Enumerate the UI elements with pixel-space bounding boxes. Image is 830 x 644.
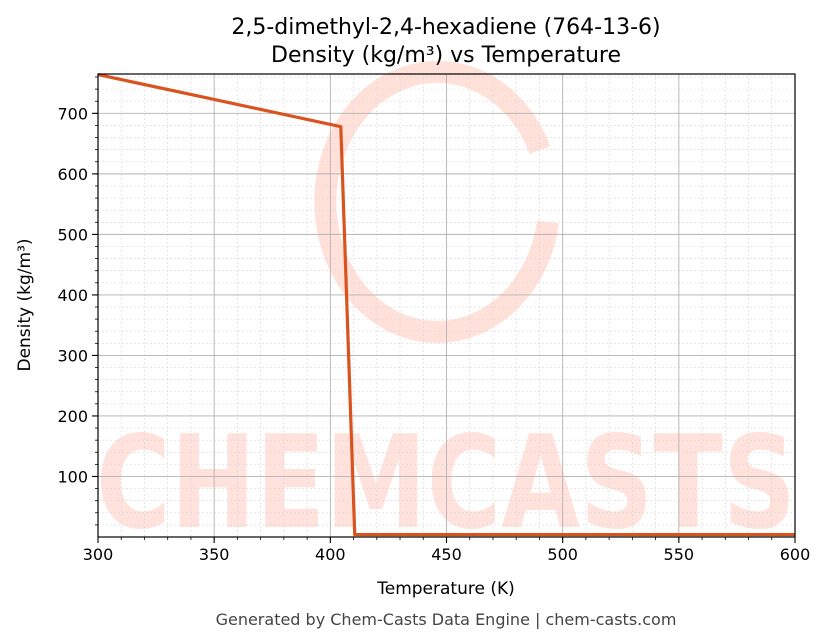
x-axis-label: Temperature (K) (376, 579, 515, 599)
y-tick-label: 200 (57, 407, 88, 426)
density-series-line (97, 73, 795, 537)
y-tick-label: 400 (57, 286, 88, 305)
y-tick-label: 100 (57, 467, 88, 486)
x-tick-label: 300 (83, 545, 114, 564)
watermark-logo-icon (314, 60, 559, 343)
y-axis-label: Density (kg/m³) (15, 238, 35, 371)
y-tick-label: 600 (57, 165, 88, 184)
plot-area (97, 73, 795, 537)
grid (97, 74, 796, 537)
x-tick-label: 550 (664, 545, 695, 564)
y-tick-label: 300 (57, 346, 88, 365)
chart-subtitle: Density (kg/m³) vs Temperature (271, 43, 621, 68)
x-tick-label: 600 (780, 545, 811, 564)
y-tick-label: 700 (57, 104, 88, 123)
x-tick-label: 400 (315, 545, 346, 564)
footer-credit: Generated by Chem-Casts Data Engine | ch… (216, 610, 677, 629)
chart-title: 2,5-dimethyl-2,4-hexadiene (764-13-6) (231, 15, 660, 40)
y-tick-label: 500 (57, 225, 88, 244)
x-tick-label: 450 (431, 545, 462, 564)
axes: 300 350 400 450 500 550 600 100 200 300 400 500 600 7… (57, 73, 811, 564)
watermark: CHEMCASTS (96, 60, 796, 558)
x-tick-label: 350 (199, 545, 230, 564)
x-tick-label: 500 (547, 545, 578, 564)
